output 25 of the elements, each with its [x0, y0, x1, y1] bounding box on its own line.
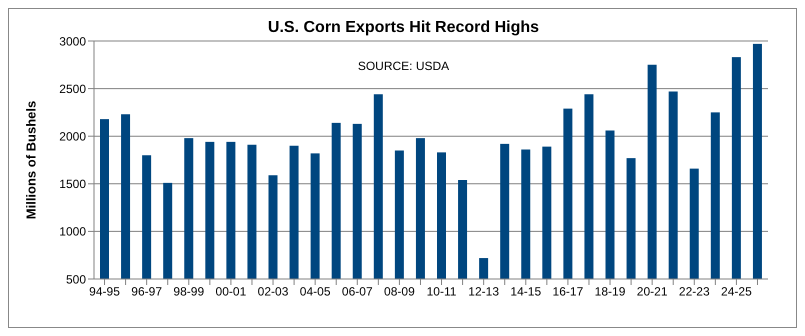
x-tick-label: 22-23	[678, 284, 710, 299]
x-tick-label: 00-01	[216, 284, 247, 299]
x-tick-label: 24-25	[721, 284, 752, 299]
x-tick-label: 04-05	[300, 284, 331, 299]
annotation: SOURCE: USDA	[356, 59, 450, 73]
y-tick-label: 3000	[59, 34, 86, 48]
y-tick-label: 2500	[59, 82, 86, 96]
y-tick-label: 1500	[59, 177, 86, 192]
y-tick-label: 1000	[59, 224, 86, 239]
x-tick-label: 06-07	[342, 284, 373, 299]
x-tick-label: 98-99	[173, 284, 204, 299]
y-tick-label: 2000	[59, 129, 86, 144]
x-tick-label: 96-97	[131, 284, 162, 299]
x-tick-label: 10-11	[426, 284, 457, 299]
x-tick-label: 20-21	[636, 284, 668, 299]
x-tick-label: 12-13	[468, 284, 500, 299]
y-tick-label: 500	[66, 272, 86, 286]
x-tick-label: 16-17	[552, 284, 584, 299]
x-tick-label: 94-95	[89, 284, 120, 299]
x-tick-label: 08-09	[384, 284, 416, 299]
x-tick-label: 14-15	[510, 284, 542, 299]
chart-title: U.S. Corn Exports Hit Record Highs	[268, 19, 540, 36]
y-axis-title: Millions of Bushels	[24, 100, 39, 220]
x-tick-label: 02-03	[258, 284, 289, 299]
x-tick-label: 18-19	[594, 284, 626, 299]
